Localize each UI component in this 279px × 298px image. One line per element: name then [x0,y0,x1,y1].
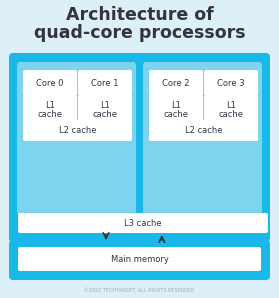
Text: L1
cache: L1 cache [218,101,244,119]
FancyBboxPatch shape [23,120,132,141]
Text: L3 cache: L3 cache [124,218,162,227]
Text: L1
cache: L1 cache [37,101,62,119]
FancyBboxPatch shape [18,247,261,271]
Text: quad-core processors: quad-core processors [34,24,245,42]
FancyBboxPatch shape [149,70,203,96]
FancyBboxPatch shape [143,62,262,215]
Text: Main memory: Main memory [110,254,169,263]
FancyBboxPatch shape [9,240,270,280]
FancyBboxPatch shape [149,120,258,141]
Text: Architecture of: Architecture of [66,6,213,24]
FancyBboxPatch shape [78,95,132,125]
Text: Core 0: Core 0 [36,78,64,88]
Text: L2 cache: L2 cache [185,126,222,135]
FancyBboxPatch shape [23,70,77,96]
FancyBboxPatch shape [78,70,132,96]
FancyBboxPatch shape [149,95,203,125]
FancyBboxPatch shape [17,62,136,215]
Text: L2 cache: L2 cache [59,126,96,135]
Text: Core 2: Core 2 [162,78,190,88]
Text: L1
cache: L1 cache [93,101,117,119]
Text: L1
cache: L1 cache [163,101,189,119]
Text: ©2022 TECHTARGET. ALL RIGHTS RESERVED: ©2022 TECHTARGET. ALL RIGHTS RESERVED [85,288,194,293]
FancyBboxPatch shape [18,213,268,233]
FancyBboxPatch shape [23,95,77,125]
FancyBboxPatch shape [9,53,270,242]
Text: Core 1: Core 1 [91,78,119,88]
FancyBboxPatch shape [204,70,258,96]
FancyBboxPatch shape [204,95,258,125]
Text: Core 3: Core 3 [217,78,245,88]
